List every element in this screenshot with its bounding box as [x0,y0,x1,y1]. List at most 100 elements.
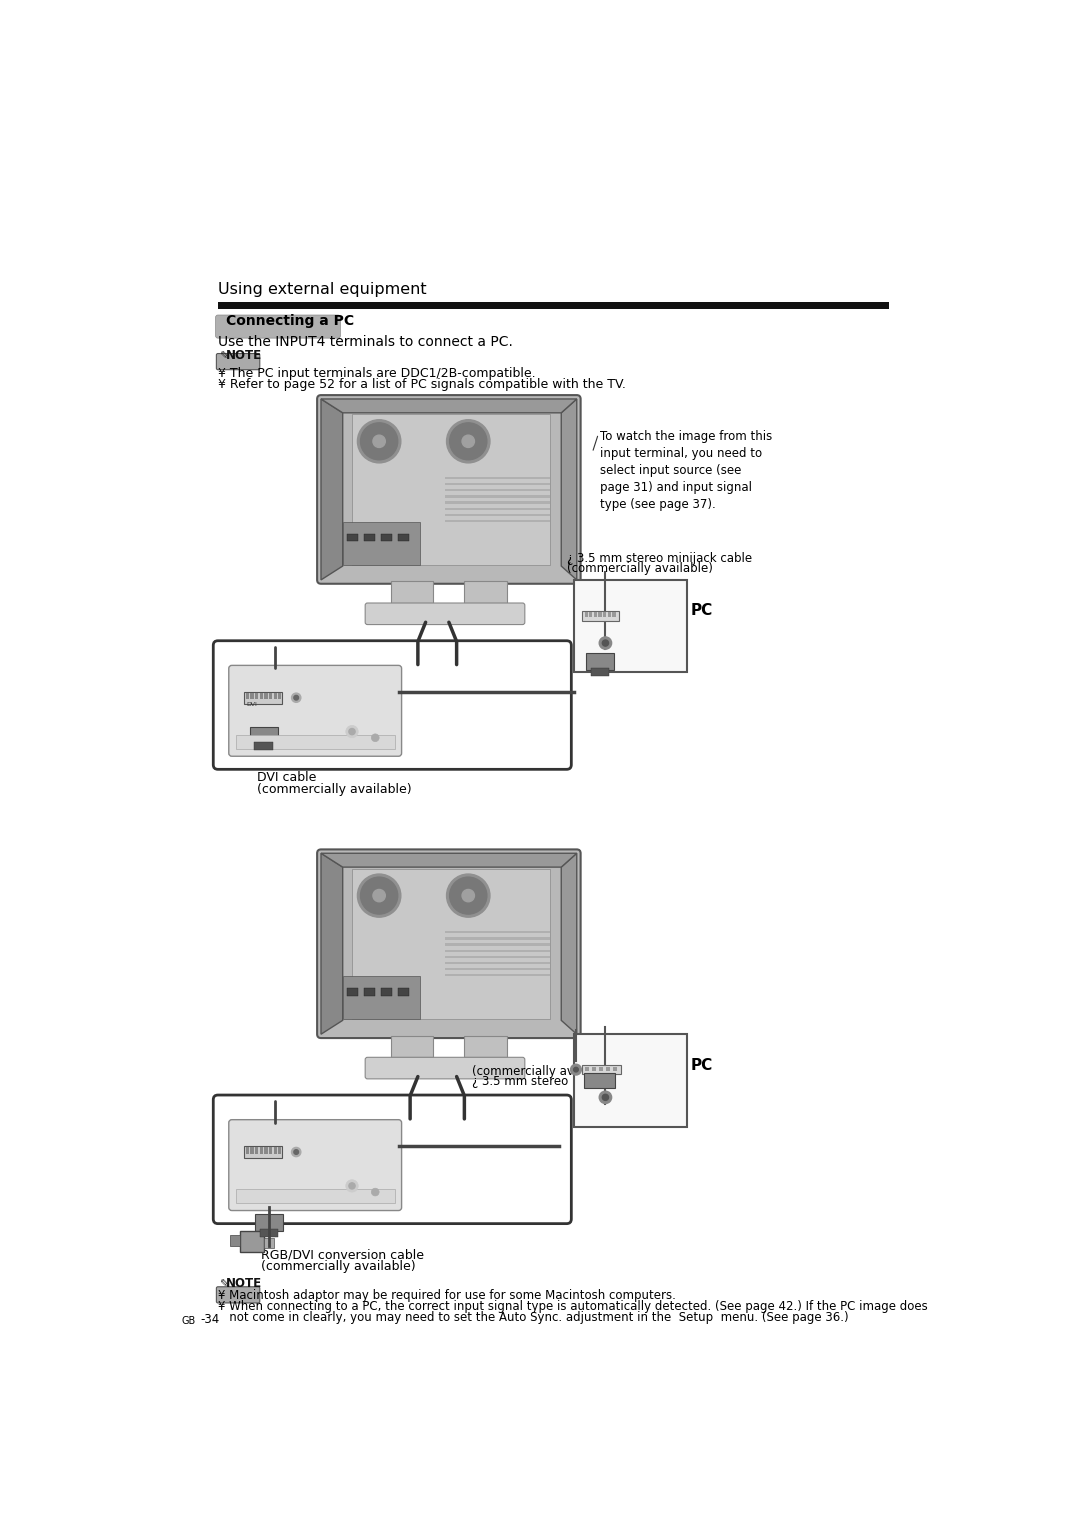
Bar [235,1189,394,1203]
Bar [575,581,687,672]
Bar [445,520,550,523]
Circle shape [573,1068,578,1073]
Text: PC: PC [691,1057,713,1073]
FancyBboxPatch shape [213,1096,571,1224]
Text: NOTE: NOTE [226,348,261,362]
Bar [445,955,550,958]
Bar [445,501,550,504]
Bar [445,943,550,946]
FancyBboxPatch shape [229,1120,402,1210]
Bar [255,1213,283,1230]
Bar [251,1148,254,1154]
Text: RGB/DVI conversion cable: RGB/DVI conversion cable [260,1248,423,1261]
Circle shape [599,1091,611,1103]
Bar [445,949,550,952]
Bar [347,533,359,541]
Circle shape [349,729,355,735]
Bar [586,652,613,669]
Bar [265,1238,273,1247]
Bar [342,523,420,564]
Bar [364,533,375,541]
Bar [445,477,550,480]
FancyBboxPatch shape [365,604,525,625]
Bar [391,1036,433,1057]
Circle shape [570,1063,581,1076]
Circle shape [346,726,359,738]
Text: AUDIO: AUDIO [313,1190,334,1195]
Bar [380,533,392,541]
Text: To watch the image from this
input terminal, you need to
select input source (se: To watch the image from this input termi… [600,429,772,510]
Text: (commercially available): (commercially available) [472,1065,618,1079]
Text: (commercially available): (commercially available) [257,782,411,796]
Polygon shape [321,399,577,413]
Circle shape [373,435,386,448]
Bar [269,694,272,700]
Bar [249,727,278,744]
Bar [445,489,550,492]
Bar [599,1067,603,1071]
Bar [380,989,392,996]
Bar [583,1073,615,1088]
Circle shape [449,423,487,460]
Bar [255,694,258,700]
Circle shape [449,877,487,914]
Circle shape [372,733,379,741]
Bar [397,989,409,996]
Bar [591,668,609,677]
Bar [445,961,550,964]
Polygon shape [562,853,577,1034]
Circle shape [292,694,301,703]
Bar [279,1148,282,1154]
Circle shape [357,420,401,463]
Polygon shape [321,399,342,581]
Circle shape [361,877,397,914]
Text: not come in clearly, you may need to set the Auto Sync. adjustment in the  Setup: not come in clearly, you may need to set… [218,1311,849,1323]
Bar [255,743,273,750]
Circle shape [346,1180,359,1192]
Text: (commercially available): (commercially available) [260,1261,415,1273]
FancyBboxPatch shape [216,353,260,370]
Text: Using external equipment: Using external equipment [218,283,427,298]
Circle shape [373,889,386,902]
Polygon shape [562,399,577,581]
Bar [445,513,550,516]
Bar [273,694,276,700]
Bar [445,495,550,498]
Bar [260,694,262,700]
Bar [445,937,550,940]
Text: AUDIO: AUDIO [313,736,334,741]
Circle shape [372,1189,379,1196]
Circle shape [294,695,298,700]
Text: NOTE: NOTE [226,1277,261,1290]
FancyBboxPatch shape [213,640,571,769]
Bar [364,989,375,996]
Bar [603,613,606,617]
Text: IN/1: IN/1 [337,1190,349,1195]
Text: ¿ 3.5 mm stereo minijack cable: ¿ 3.5 mm stereo minijack cable [472,1076,658,1088]
Circle shape [349,1183,355,1189]
Circle shape [294,1149,298,1154]
Bar [612,613,616,617]
Bar [342,976,420,1019]
Bar [235,735,394,749]
Bar [230,1235,240,1245]
FancyBboxPatch shape [318,850,581,1038]
Bar [279,694,282,700]
Text: ¥ Macintosh adaptor may be required for use for some Macintosh computers.: ¥ Macintosh adaptor may be required for … [218,1290,676,1302]
Text: ANT IN: ANT IN [360,736,381,741]
Bar [260,1229,279,1236]
Bar [352,414,550,564]
Text: ¥ When connecting to a PC, the correct input signal type is automatically detect: ¥ When connecting to a PC, the correct i… [218,1300,928,1313]
Text: DVI: DVI [246,701,257,707]
Text: ¥ Refer to page 52 for a list of PC signals compatible with the TV.: ¥ Refer to page 52 for a list of PC sign… [218,379,625,391]
Bar [445,975,550,976]
Bar [260,1148,262,1154]
Bar [243,692,282,704]
Text: ✎: ✎ [218,1280,228,1290]
Bar [445,483,550,486]
FancyBboxPatch shape [216,1287,260,1303]
Circle shape [446,874,490,917]
Bar [608,613,611,617]
Bar [246,694,248,700]
Bar [594,613,597,617]
